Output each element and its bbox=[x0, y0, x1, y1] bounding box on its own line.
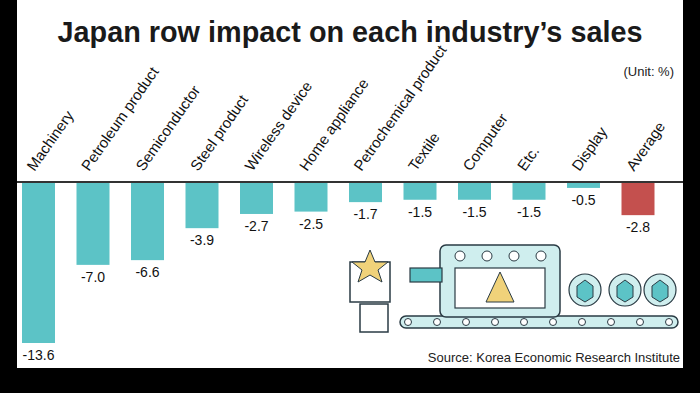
machine-part bbox=[486, 272, 514, 302]
gauge bbox=[455, 251, 465, 261]
data-label: -1.5 bbox=[517, 204, 541, 220]
chart: Japan row impact on each industry’s sale… bbox=[0, 0, 700, 393]
gauge bbox=[482, 251, 492, 261]
category-label: Computer bbox=[459, 110, 511, 174]
bar bbox=[513, 182, 546, 200]
roller bbox=[608, 319, 615, 326]
roller bbox=[405, 319, 412, 326]
baseline bbox=[17, 181, 683, 183]
bar bbox=[77, 182, 110, 265]
data-label: -1.7 bbox=[353, 206, 377, 222]
data-label: -2.7 bbox=[244, 218, 268, 234]
data-label: -0.5 bbox=[571, 192, 595, 208]
machine-body bbox=[440, 245, 560, 317]
data-label: -2.8 bbox=[626, 219, 650, 235]
data-label: -13.6 bbox=[23, 347, 55, 363]
data-label: -3.9 bbox=[190, 232, 214, 248]
title: Japan row impact on each industry’s sale… bbox=[58, 15, 643, 48]
unit-label: (Unit: %) bbox=[623, 64, 674, 79]
star bbox=[352, 250, 388, 282]
data-label: -1.5 bbox=[462, 204, 486, 220]
roller bbox=[637, 319, 644, 326]
category-label: Petrochemical product bbox=[350, 41, 450, 174]
category-label: Machinery bbox=[23, 107, 77, 174]
roller bbox=[492, 319, 499, 326]
bar bbox=[131, 182, 164, 260]
bar bbox=[22, 182, 55, 343]
category-label: Etc. bbox=[514, 143, 543, 174]
bar bbox=[349, 182, 382, 202]
data-label: -7.0 bbox=[81, 269, 105, 285]
roller bbox=[521, 319, 528, 326]
roller bbox=[463, 319, 470, 326]
roller bbox=[579, 319, 586, 326]
roller bbox=[550, 319, 557, 326]
machine-window bbox=[455, 268, 545, 308]
category-label: Display bbox=[568, 123, 610, 173]
product-cube bbox=[617, 280, 633, 302]
data-label: -6.6 bbox=[135, 264, 159, 280]
product-cube bbox=[577, 280, 593, 302]
category-label: Average bbox=[623, 118, 669, 173]
conveyor bbox=[400, 316, 678, 328]
frame-background bbox=[0, 0, 700, 393]
product-bubble bbox=[569, 274, 601, 306]
bar bbox=[404, 182, 437, 200]
bar bbox=[295, 182, 328, 212]
machine-arm bbox=[410, 268, 442, 282]
bar bbox=[458, 182, 491, 200]
bars bbox=[22, 182, 655, 343]
category-label: Textile bbox=[405, 129, 443, 174]
bar bbox=[622, 182, 655, 215]
bar bbox=[240, 182, 273, 214]
gauge bbox=[536, 251, 546, 261]
bar bbox=[186, 182, 219, 228]
gauge bbox=[509, 251, 519, 261]
roller bbox=[666, 319, 673, 326]
product-cube bbox=[652, 280, 668, 302]
data-label: -2.5 bbox=[299, 216, 323, 232]
source: Source: Korea Economic Research Institut… bbox=[428, 350, 680, 365]
product-bubble bbox=[609, 274, 641, 306]
illustration bbox=[350, 245, 678, 332]
data-label: -1.5 bbox=[408, 204, 432, 220]
panel-background bbox=[17, 0, 683, 368]
roller bbox=[434, 319, 441, 326]
product-bubble bbox=[644, 274, 676, 306]
frame-card bbox=[360, 304, 388, 332]
